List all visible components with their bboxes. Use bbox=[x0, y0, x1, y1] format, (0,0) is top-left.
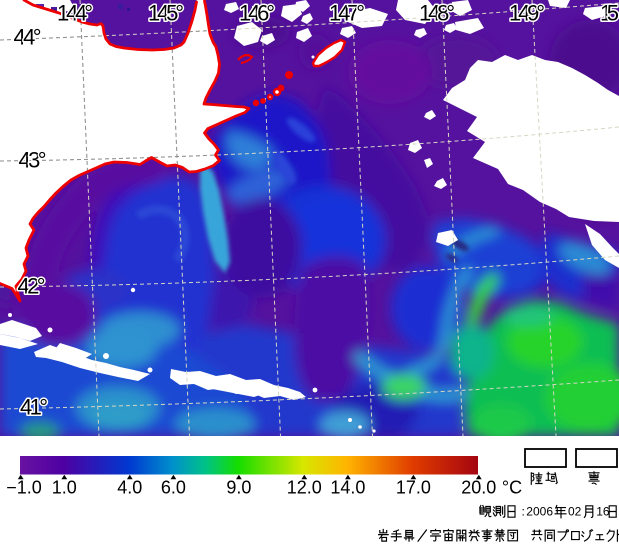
svg-text:14.0: 14.0 bbox=[330, 478, 365, 498]
svg-text:146°: 146° bbox=[239, 1, 275, 26]
svg-text:44°: 44° bbox=[14, 25, 42, 50]
svg-text:147°: 147° bbox=[329, 1, 365, 26]
svg-text:°C: °C bbox=[502, 478, 522, 498]
svg-text:16: 16 bbox=[596, 504, 610, 518]
svg-text:15: 15 bbox=[600, 1, 619, 26]
svg-text:144°: 144° bbox=[57, 1, 93, 26]
svg-text:43°: 43° bbox=[19, 148, 47, 173]
svg-text:−1.0: −1.0 bbox=[6, 478, 42, 498]
svg-text:4.0: 4.0 bbox=[117, 478, 142, 498]
svg-text:6.0: 6.0 bbox=[161, 478, 186, 498]
svg-text:17.0: 17.0 bbox=[396, 478, 431, 498]
svg-text::: : bbox=[522, 504, 525, 518]
svg-text:41°: 41° bbox=[20, 395, 48, 420]
svg-text:2006: 2006 bbox=[526, 504, 553, 518]
svg-text:12.0: 12.0 bbox=[287, 478, 322, 498]
svg-text:148°: 148° bbox=[419, 1, 455, 26]
svg-text:42°: 42° bbox=[18, 274, 46, 299]
svg-text:9.0: 9.0 bbox=[226, 478, 251, 498]
svg-text:1.0: 1.0 bbox=[52, 478, 77, 498]
svg-text:20.0: 20.0 bbox=[461, 478, 496, 498]
svg-text:02: 02 bbox=[568, 504, 582, 518]
svg-text:145°: 145° bbox=[148, 1, 184, 26]
svg-text:149°: 149° bbox=[509, 1, 545, 26]
